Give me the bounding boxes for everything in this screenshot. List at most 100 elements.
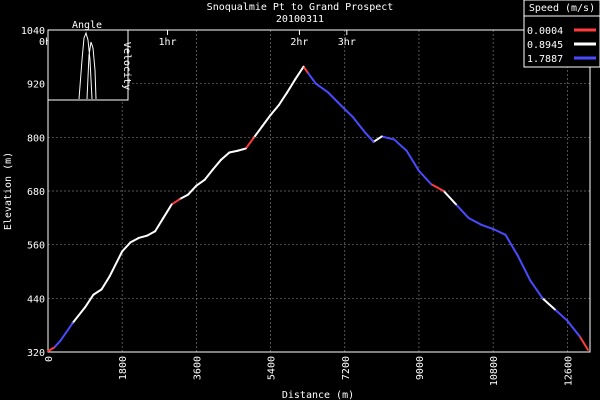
elevation-point: [529, 279, 532, 282]
elevation-point: [59, 339, 62, 342]
elevation-segment: [430, 183, 445, 192]
legend-label: 1.7887: [527, 54, 563, 65]
elevation-point: [121, 250, 124, 253]
legend-label: 0.0004: [527, 26, 563, 37]
elevation-point: [137, 237, 140, 239]
elevation-segment: [59, 321, 74, 342]
elevation-point: [327, 91, 330, 94]
elevation-point: [84, 306, 86, 309]
elevation-point: [455, 203, 457, 206]
elevation-segment: [236, 147, 247, 152]
elevation-point: [442, 190, 445, 192]
y-tick-label: 920: [27, 80, 45, 91]
elevation-segment: [529, 279, 544, 300]
elevation-segment: [479, 223, 495, 231]
y-tick-label: 800: [27, 133, 45, 144]
elevation-point: [187, 193, 190, 196]
elevation-point: [315, 82, 317, 85]
elevation-point: [220, 158, 223, 161]
x-tick-label: 3600: [192, 356, 203, 380]
legend-title: Speed (m/s): [529, 3, 595, 14]
elevation-segment: [269, 104, 280, 116]
elevation-point: [364, 131, 367, 134]
elevation-point: [108, 275, 111, 277]
elevation-point: [71, 322, 74, 324]
y-tick-label: 440: [27, 294, 45, 305]
y-tick-label: 320: [27, 348, 45, 359]
y-tick-label: 680: [27, 187, 45, 198]
elevation-segment: [516, 254, 532, 282]
elevation-point: [277, 104, 280, 107]
elevation-point: [504, 233, 507, 236]
elevation-segment: [578, 335, 589, 351]
elevation-point: [352, 116, 354, 119]
elevation-point: [372, 140, 375, 143]
elevation-point: [578, 335, 581, 338]
elevation-segment: [314, 82, 330, 94]
elevation-point: [47, 350, 49, 353]
elevation-segment: [442, 190, 458, 206]
elevation-segment: [306, 71, 317, 85]
elevation-segment: [286, 78, 297, 94]
elevation-point: [430, 183, 433, 186]
elevation-segment: [405, 149, 420, 172]
inset-curve: [78, 31, 97, 100]
elevation-segment: [261, 113, 272, 128]
elevation-segment: [294, 65, 305, 81]
elevation-point: [236, 149, 239, 152]
inset-ylabel: Velocity: [121, 42, 132, 90]
elevation-point: [479, 223, 482, 226]
elevation-segment: [253, 125, 264, 139]
elevation-point: [253, 136, 255, 139]
elevation-segment: [92, 288, 103, 296]
time-tick-label: 3hr: [338, 37, 356, 48]
time-tick-label: 1hr: [158, 37, 176, 48]
elevation-segment: [393, 138, 408, 152]
y-tick-label: 1040: [21, 26, 45, 37]
elevation-point: [178, 198, 181, 200]
elevation-segment: [187, 184, 198, 196]
x-tick-label: 7200: [341, 356, 352, 380]
elevation-point: [228, 151, 231, 154]
elevation-point: [162, 216, 165, 219]
elevation-segment: [228, 149, 239, 154]
x-tick-label: 9000: [415, 356, 426, 380]
x-tick-label: 5400: [267, 356, 278, 380]
elevation-segment: [492, 228, 507, 236]
x-tick-label: 1800: [118, 356, 129, 380]
elevation-point: [195, 184, 198, 187]
elevation-segment: [220, 151, 231, 161]
y-axis-label: Elevation (m): [3, 152, 14, 230]
elevation-segment: [302, 65, 309, 74]
elevation-point: [269, 114, 272, 116]
elevation-segment: [541, 297, 556, 311]
elevation-segment: [566, 319, 581, 338]
elevation-segment: [455, 203, 470, 219]
elevation-segment: [203, 168, 214, 181]
elevation-point: [146, 234, 148, 237]
elevation-point: [554, 308, 556, 311]
elevation-point: [418, 169, 420, 172]
elevation-point: [170, 203, 173, 206]
elevation-segment: [84, 293, 95, 309]
elevation-segment: [108, 250, 124, 277]
elevation-segment: [162, 203, 173, 219]
elevation-point: [203, 178, 206, 181]
elevation-point: [53, 346, 56, 349]
elevation-segment: [504, 233, 519, 257]
elevation-point: [154, 230, 157, 233]
elevation-segment: [380, 135, 396, 141]
elevation-point: [566, 319, 569, 322]
elevation-series: [47, 65, 589, 353]
elevation-segment: [178, 193, 190, 201]
elevation-segment: [137, 234, 148, 239]
elevation-segment: [467, 216, 482, 226]
x-axis-label: Distance (m): [282, 390, 354, 400]
elevation-segment: [145, 230, 157, 237]
elevation-point: [467, 216, 470, 219]
inset-chart: Angle Velocity: [47, 20, 132, 101]
elevation-segment: [71, 306, 87, 324]
legend-label: 0.8945: [527, 40, 563, 51]
elevation-segment: [352, 116, 367, 134]
